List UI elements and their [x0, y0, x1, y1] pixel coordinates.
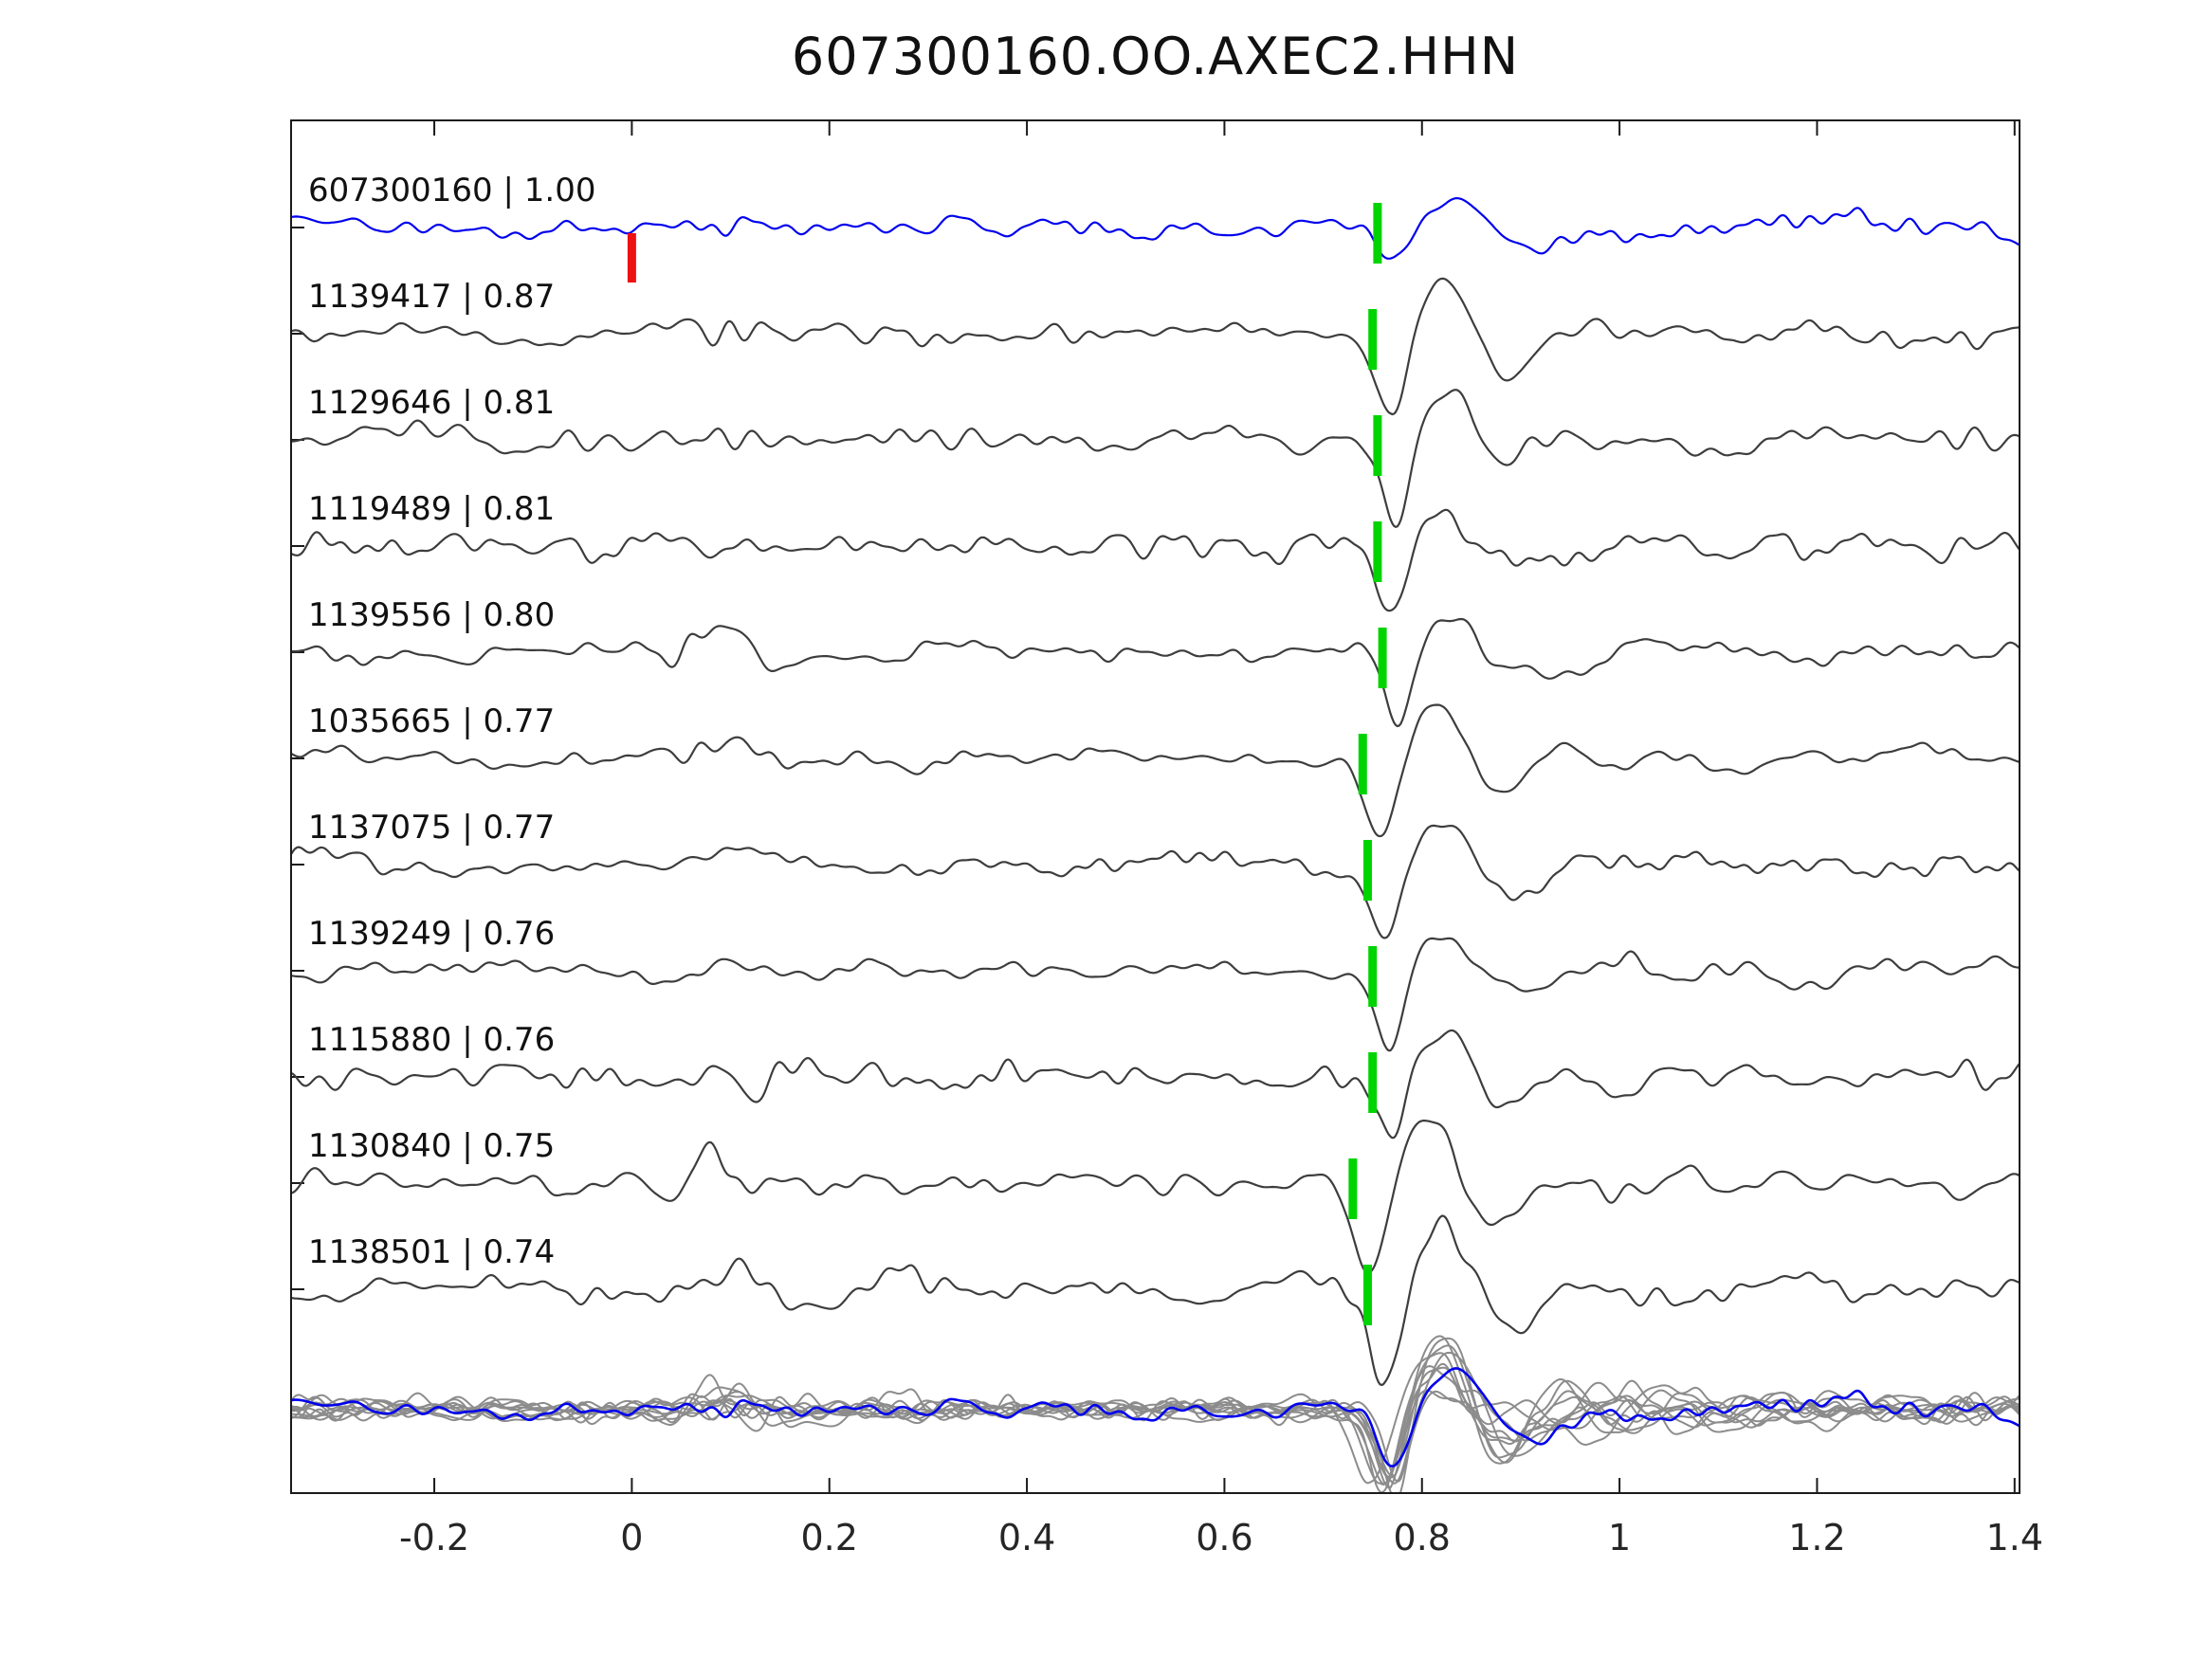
trace-label: 1137075 | 0.77 — [308, 809, 555, 847]
trace-label: 1035665 | 0.77 — [308, 702, 555, 740]
trace-label: 1129646 | 0.81 — [308, 384, 555, 422]
plot-border — [290, 119, 2020, 1494]
x-tick-label: 1 — [1608, 1517, 1631, 1559]
trace-label: 1138501 | 0.74 — [308, 1233, 555, 1271]
trace-label: 1139556 | 0.80 — [308, 596, 555, 634]
trace-label: 1130840 | 0.75 — [308, 1127, 555, 1165]
trace-label: 1139249 | 0.76 — [308, 915, 555, 953]
labels-group: -0.2 0 0.2 0.4 0.6 0.8 1 1.2 1.4 607300160 | 1.00… — [308, 172, 2043, 1559]
traces-group — [291, 197, 2020, 1387]
trace-label: 607300160 | 1.00 — [308, 172, 595, 210]
overlay-trace — [291, 1365, 2020, 1486]
x-tick-label: 1.2 — [1788, 1517, 1845, 1559]
overlay-trace — [291, 1335, 2020, 1486]
trace-label: 1119489 | 0.81 — [308, 490, 555, 528]
x-tick-label: 0 — [620, 1517, 643, 1559]
x-tick-label: 0.6 — [1196, 1517, 1252, 1559]
overlay-trace — [291, 1344, 2020, 1478]
x-tick-label: 1.4 — [1986, 1517, 2043, 1559]
x-tick-label: 0.2 — [801, 1517, 858, 1559]
waveform-trace — [291, 508, 2020, 612]
overlay-trace — [291, 1362, 2020, 1493]
x-tick-label: 0.8 — [1394, 1517, 1451, 1559]
waveform-trace — [291, 1214, 2020, 1387]
overlay-group — [291, 1335, 2020, 1493]
x-tick-label: -0.2 — [399, 1517, 469, 1559]
waveform-trace — [291, 937, 2020, 1052]
chart-title: 607300160.OO.AXEC2.HHN — [791, 27, 1520, 86]
axis-ticks — [291, 120, 2016, 1493]
trace-label: 1115880 | 0.76 — [308, 1021, 555, 1059]
waveform-trace — [291, 1119, 2020, 1275]
waveform-trace — [291, 703, 2020, 838]
waveform-trace — [291, 617, 2020, 728]
waveform-trace — [291, 1029, 2020, 1139]
overlay-reference-trace — [291, 1367, 2020, 1468]
x-tick-label: 0.4 — [998, 1517, 1055, 1559]
waveform-trace — [291, 389, 2020, 528]
waveform-trace — [291, 277, 2020, 416]
waveform-trace — [291, 824, 2020, 939]
trace-label: 1139417 | 0.87 — [308, 278, 555, 316]
overlay-trace — [291, 1352, 2020, 1485]
overlay-trace — [291, 1379, 2020, 1489]
waveform-trace — [291, 197, 2020, 260]
